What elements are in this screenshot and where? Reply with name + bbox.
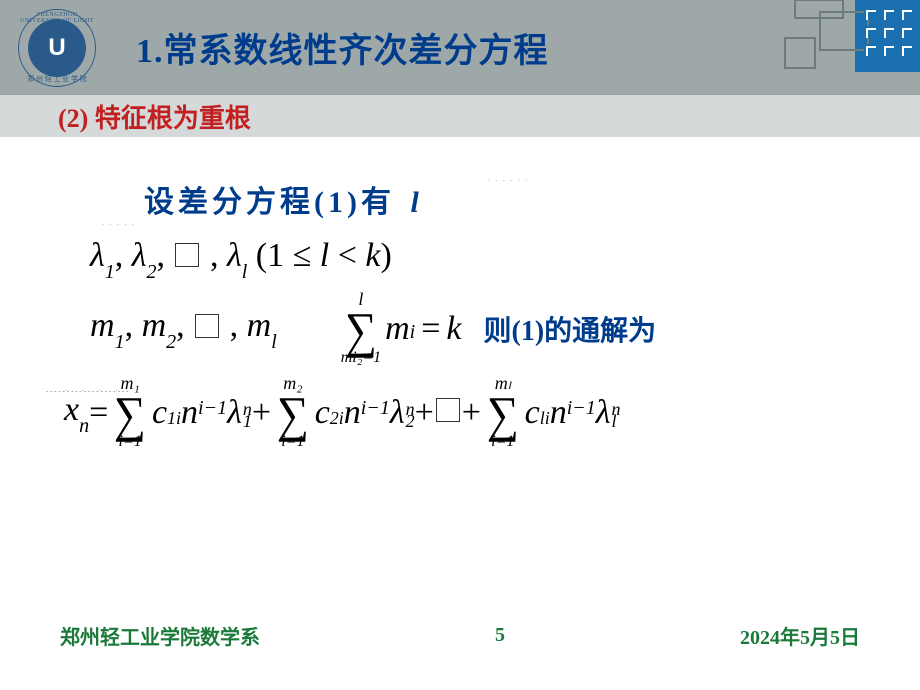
line1-var: l [406, 186, 418, 219]
lambda-2: λ2 [132, 237, 157, 274]
equals-sign: = [89, 394, 108, 432]
lambda-1: λ1 [90, 237, 115, 274]
range-expr: (1 ≤ l < k) [256, 237, 392, 274]
university-logo: ZHENGZHOU UNIVERSITY OF LIGHT U 郑 州 轻 工 … [18, 9, 96, 87]
placeholder-box-1 [175, 243, 199, 267]
logo-ring-text-bottom: 郑 州 轻 工 业 学 院 [18, 74, 96, 84]
xn: xn [64, 391, 89, 434]
cn-text-solution: 则(1)的通解为 [484, 309, 657, 349]
footer-page-number: 5 [495, 624, 505, 647]
slide-subheader: (2) 特征根为重根 [0, 95, 920, 137]
slide-title: 1.常系数线性齐次差分方程 [136, 23, 549, 72]
dots-artifact-2: . . . . . [102, 219, 136, 227]
text-line-1: 设差分方程(1)有 l [144, 177, 870, 221]
logo-inner-circle: U [28, 19, 86, 77]
slide-content: . . . . . . 设差分方程(1)有 l . . . . . λ1, λ2… [0, 137, 920, 452]
m-list-sum-row: m1, m2, , ml l ∑ mi₂=1 mi =k 则(1)的通解为 [90, 290, 870, 368]
lambda-l: λl [227, 237, 247, 274]
plus-3: + [462, 394, 481, 432]
term-2: m₂ ∑ i=1 c2i ni−1 λn2 [271, 374, 415, 452]
placeholder-box-2 [195, 314, 219, 338]
plus-1: + [252, 394, 271, 432]
plus-2: + [415, 394, 434, 432]
footer-date: 2024年5月5日 [740, 621, 860, 650]
placeholder-box-3 [436, 398, 460, 422]
slide-footer: 郑州轻工业学院数学系 5 2024年5月5日 [0, 621, 920, 650]
sum-expression: l ∑ mi₂=1 mi =k [337, 290, 462, 368]
slide-subtitle: (2) 特征根为重根 [58, 98, 251, 135]
dots-artifact-1: . . . . . . [488, 175, 529, 183]
solution-formula-row: xn = m₁ ∑ i=1 c1i ni−1 λn1 + m₂ ∑ i=1 c2… [64, 374, 870, 452]
m-list: m1, m2, , ml [90, 307, 277, 350]
lambda-list-row: λ1, λ2, , λl (1 ≤ l < k) [90, 237, 870, 280]
decorative-squares [620, 0, 920, 95]
sigma-block-1: l ∑ mi₂=1 [341, 290, 381, 368]
line1-cn: 设差分方程(1)有 [144, 186, 395, 219]
slide-header: ZHENGZHOU UNIVERSITY OF LIGHT U 郑 州 轻 工 … [0, 0, 920, 95]
footer-institution: 郑州轻工业学院数学系 [60, 621, 260, 650]
term-l: mₗ ∑ i=1 cli ni−1 λnl [481, 374, 621, 452]
term-1: m₁ ∑ i=1 c1i ni−1 λn1 [108, 374, 252, 452]
